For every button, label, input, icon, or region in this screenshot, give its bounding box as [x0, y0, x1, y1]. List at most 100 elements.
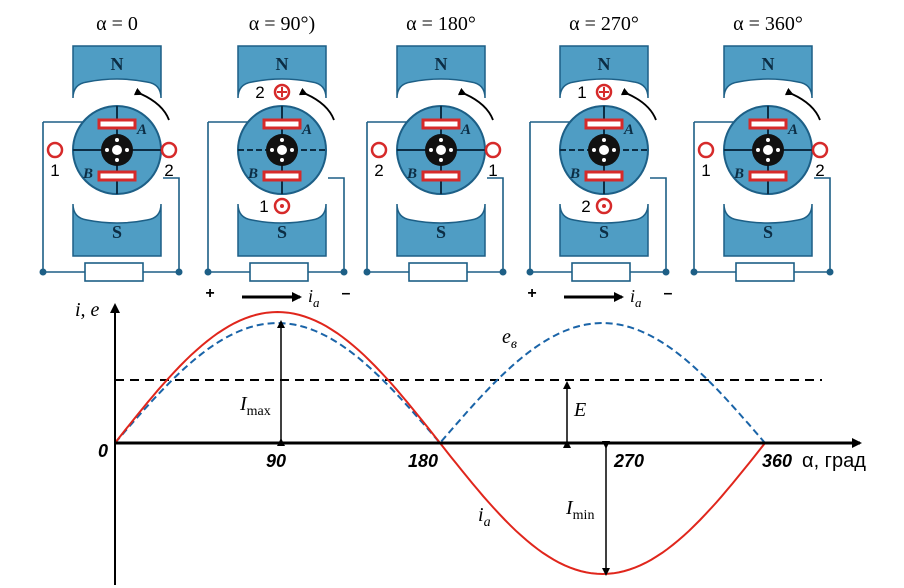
south-pole-label: S — [599, 222, 609, 242]
panel-4: α = 360° N S A B 1 2 — [690, 13, 834, 282]
brush-top — [748, 118, 788, 130]
terminal-left — [39, 268, 47, 276]
load-resistor — [84, 262, 144, 282]
conductor-bottom-number: 1 — [259, 197, 268, 216]
y-axis-label: i, e — [75, 299, 100, 321]
south-pole-label: S — [763, 222, 773, 242]
shaft — [112, 145, 122, 155]
brush-top — [97, 118, 137, 130]
south-pole — [237, 203, 327, 257]
load-resistor — [408, 262, 468, 282]
north-pole-label: N — [111, 54, 124, 74]
south-pole-label: S — [112, 222, 122, 242]
ev-label: eв — [502, 326, 517, 352]
coil-label-b: B — [733, 166, 744, 182]
current-arrow-label: ia — [630, 286, 642, 310]
commutator-dot — [115, 138, 119, 142]
commutator-dot — [280, 158, 284, 162]
commutator-dot — [776, 148, 780, 152]
south-pole — [723, 203, 813, 257]
coil-label-b: B — [569, 166, 580, 182]
south-pole — [559, 203, 649, 257]
commutator-dot — [612, 148, 616, 152]
conductor-right-number: 2 — [164, 161, 173, 180]
conductor-right — [160, 141, 178, 159]
alpha-label: α = 90°) — [249, 13, 315, 35]
commutator-dot — [429, 148, 433, 152]
terminal-left — [690, 268, 698, 276]
ia-curve-label: ia — [478, 504, 491, 530]
shaft — [277, 145, 287, 155]
conductor-right — [484, 141, 502, 159]
rotation-arrow — [298, 87, 335, 121]
commutator-dot — [592, 148, 596, 152]
conductor-left-number: 2 — [374, 161, 383, 180]
x-axis-label: α, град — [802, 450, 866, 472]
minus-sign: – — [342, 285, 351, 302]
current-arrow-label: ia — [308, 286, 320, 310]
panel-2: α = 180° N S A B 2 1 — [363, 13, 507, 282]
rotation-arrow — [620, 87, 657, 121]
conductor-bottom — [595, 197, 613, 215]
coil-label-b: B — [406, 166, 417, 182]
brush-bottom — [97, 170, 137, 182]
terminal-right — [826, 268, 834, 276]
north-pole — [559, 45, 649, 99]
commutator-dot — [756, 148, 760, 152]
conductor-bottom — [273, 197, 291, 215]
commutator-dot — [439, 138, 443, 142]
tick-label-360: 360 — [762, 451, 792, 471]
minus-sign: – — [664, 285, 673, 302]
plus-sign: + — [205, 285, 214, 302]
north-pole — [237, 45, 327, 99]
coil-label-a: A — [301, 122, 312, 138]
origin-label: 0 — [98, 441, 108, 461]
brush-bottom — [262, 170, 302, 182]
coil-label-a: A — [623, 122, 634, 138]
north-pole — [723, 45, 813, 99]
imin-label: Imin — [565, 497, 594, 523]
alpha-label: α = 0 — [96, 13, 138, 35]
terminal-left — [363, 268, 371, 276]
south-pole-label: S — [436, 222, 446, 242]
conductor-top — [273, 83, 291, 101]
conductor-right-number: 2 — [815, 161, 824, 180]
north-pole — [396, 45, 486, 99]
terminal-right — [175, 268, 183, 276]
north-pole — [72, 45, 162, 99]
panel-3: α = 270° N S A B 1 2 + – ia — [526, 13, 673, 310]
alpha-label: α = 270° — [569, 13, 639, 35]
north-pole-label: N — [598, 54, 611, 74]
brush-bottom — [584, 170, 624, 182]
commutator-dot — [766, 138, 770, 142]
north-pole-label: N — [276, 54, 289, 74]
commutator-dot — [115, 158, 119, 162]
load-resistor — [249, 262, 309, 282]
alpha-label: α = 360° — [733, 13, 803, 35]
shaft — [599, 145, 609, 155]
commutator-dot — [290, 148, 294, 152]
commutator-dot — [280, 138, 284, 142]
load-resistor — [571, 262, 631, 282]
terminal-left — [204, 268, 212, 276]
brush-top — [421, 118, 461, 130]
panel-0: α = 0 N S A B 1 2 — [39, 13, 183, 282]
north-pole-label: N — [435, 54, 448, 74]
commutator-dot — [105, 148, 109, 152]
commutator-dot — [449, 148, 453, 152]
conductor-right-number: 1 — [488, 161, 497, 180]
rotation-arrow — [457, 87, 494, 121]
panel-1: α = 90°) N S A B 2 1 + – ia — [204, 13, 351, 310]
conductor-right — [811, 141, 829, 159]
conductor-bottom-number: 2 — [581, 197, 590, 216]
terminal-right — [662, 268, 670, 276]
tick-label-90: 90 — [266, 451, 286, 471]
load-resistor — [735, 262, 795, 282]
commutator-dot — [602, 158, 606, 162]
conductor-top-number: 2 — [255, 83, 264, 102]
alpha-label: α = 180° — [406, 13, 476, 35]
shaft — [763, 145, 773, 155]
current-emf-graph: i, e 0 90 180 270 360 α, град Imax E eв … — [75, 299, 866, 585]
